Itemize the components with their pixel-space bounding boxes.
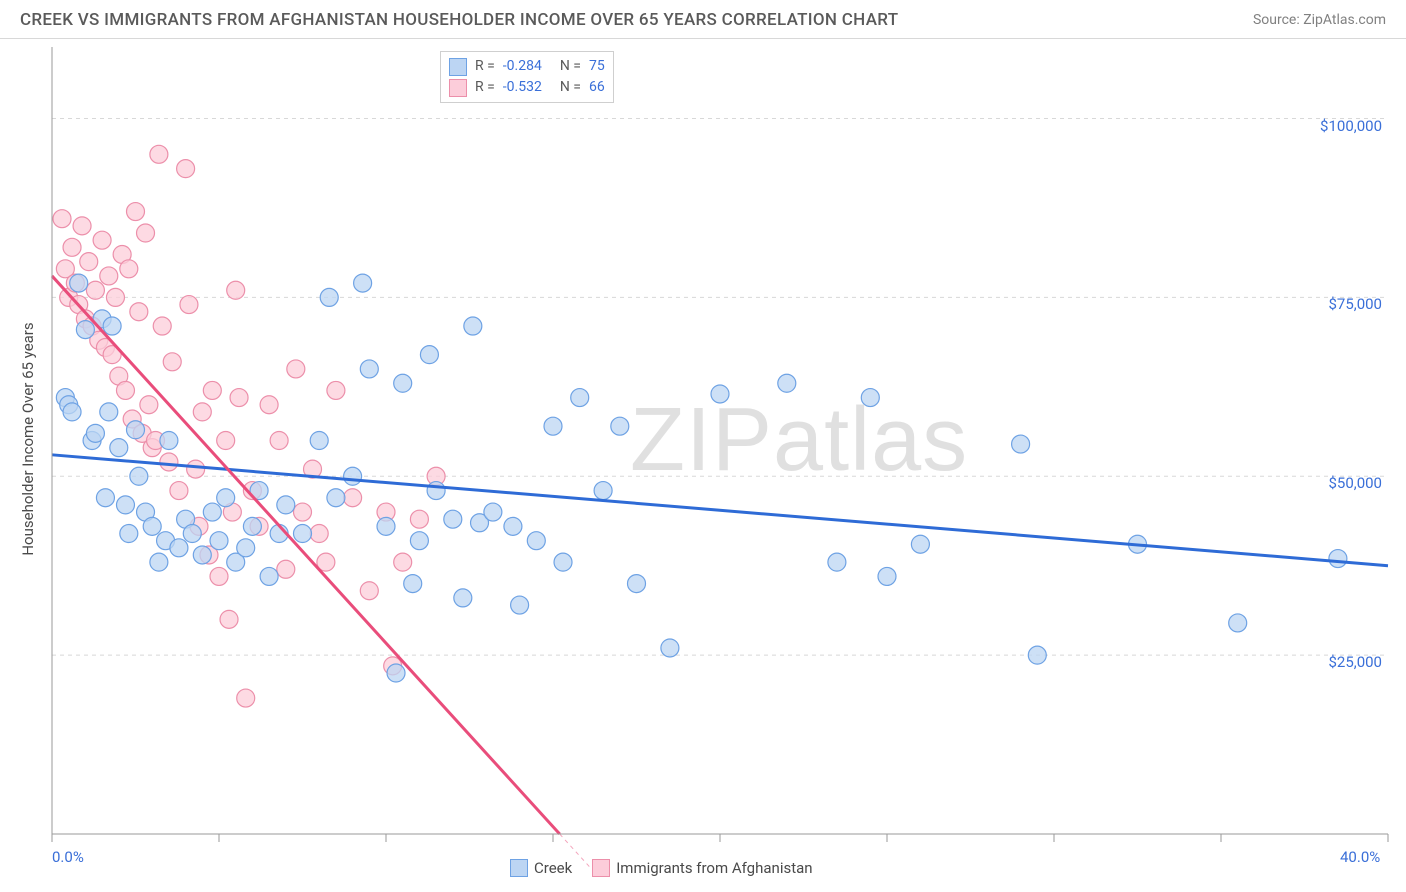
chart-title: CREEK VS IMMIGRANTS FROM AFGHANISTAN HOU… [20, 10, 898, 30]
x-tick-label: 40.0% [1340, 848, 1380, 866]
legend-swatch [592, 859, 610, 877]
correlation-row: R = -0.284N = 75 [449, 56, 605, 77]
chart-source: Source: ZipAtlas.com [1253, 12, 1386, 28]
legend-item[interactable]: Immigrants from Afghanistan [592, 859, 812, 877]
legend-label: Immigrants from Afghanistan [616, 859, 812, 877]
chart-area: Householder Income Over 65 years ZIPatla… [0, 39, 1406, 879]
legend-swatch [510, 859, 528, 877]
legend-item[interactable]: Creek [510, 859, 572, 877]
chart-legend: Creek Immigrants from Afghanistan [510, 859, 813, 877]
legend-label: Creek [534, 859, 572, 877]
y-tick-label: $25,000 [1302, 653, 1382, 671]
series-swatch [449, 58, 467, 76]
series-swatch [449, 79, 467, 97]
correlation-row: R = -0.532N = 66 [449, 77, 605, 98]
y-tick-label: $100,000 [1302, 117, 1382, 135]
correlation-box: R = -0.284N = 75R = -0.532N = 66 [440, 51, 614, 103]
y-tick-label: $75,000 [1302, 295, 1382, 313]
scatter-plot [0, 39, 1406, 879]
source-link[interactable]: ZipAtlas.com [1303, 12, 1386, 28]
x-tick-label: 0.0% [52, 848, 84, 866]
chart-header: CREEK VS IMMIGRANTS FROM AFGHANISTAN HOU… [0, 0, 1406, 39]
y-tick-label: $50,000 [1302, 474, 1382, 492]
